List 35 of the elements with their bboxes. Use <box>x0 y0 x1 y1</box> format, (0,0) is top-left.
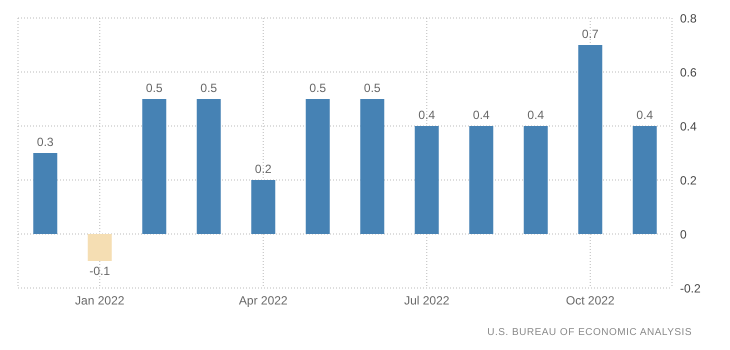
bar <box>196 99 221 234</box>
data-label: 0.2 <box>254 162 272 176</box>
bar <box>306 99 330 234</box>
bar <box>414 126 439 234</box>
data-label: 0.4 <box>418 108 436 122</box>
data-label: 0.5 <box>364 81 381 95</box>
x-tick-label: Apr 2022 <box>238 294 288 308</box>
x-tick-label: Jan 2022 <box>75 294 125 308</box>
data-label: 0.4 <box>636 108 654 122</box>
data-label: 0.4 <box>527 108 544 122</box>
bar <box>469 126 494 234</box>
data-label: 0.7 <box>582 27 599 41</box>
y-tick-label: 0.6 <box>680 65 698 80</box>
bar <box>251 180 276 234</box>
y-tick-label: 0.2 <box>680 173 698 188</box>
bar <box>88 234 112 261</box>
bar <box>578 45 602 234</box>
data-label: 0.5 <box>146 81 163 95</box>
y-tick-label: 0.8 <box>680 11 698 26</box>
data-label: 0.4 <box>472 108 490 122</box>
bar <box>360 99 384 234</box>
x-tick-label: Oct 2022 <box>566 294 615 308</box>
y-tick-label: 0 <box>680 227 687 242</box>
y-tick-label: 0.4 <box>680 119 698 134</box>
data-label: 0.3 <box>36 135 54 149</box>
data-label: 0.5 <box>200 81 218 95</box>
bar <box>632 126 657 234</box>
bar <box>33 153 58 234</box>
bar <box>524 126 548 234</box>
bar <box>142 99 166 234</box>
data-label: 0.5 <box>309 81 326 95</box>
y-tick-label: -0.2 <box>680 281 702 296</box>
text: U.S. BUREAU OF ECONOMIC ANALYSIS <box>487 327 692 338</box>
x-tick-label: Jul 2022 <box>404 294 450 308</box>
data-label: -0.1 <box>89 264 110 278</box>
